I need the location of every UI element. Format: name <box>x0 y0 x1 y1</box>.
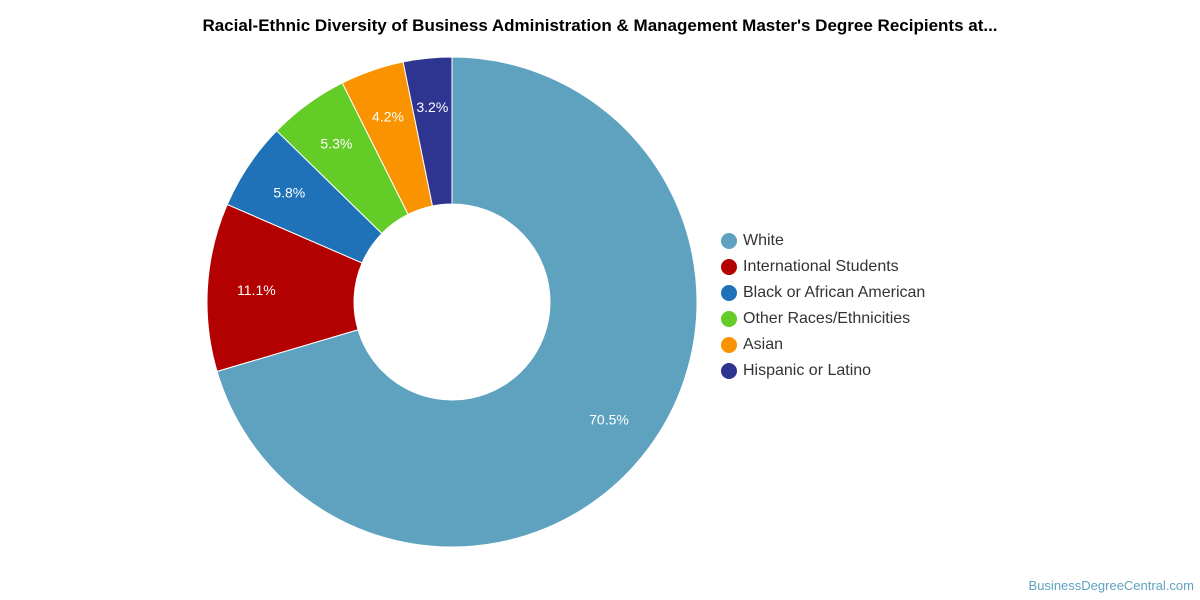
legend-swatch-1 <box>721 259 737 275</box>
legend-swatch-5 <box>721 363 737 379</box>
legend-item-1[interactable]: International Students <box>721 254 925 280</box>
slice-label-5: 3.2% <box>416 99 448 115</box>
chart-title: Racial-Ethnic Diversity of Business Admi… <box>202 16 998 35</box>
slice-label-1: 11.1% <box>237 282 276 298</box>
legend-swatch-0 <box>721 233 737 249</box>
slice-label-4: 4.2% <box>372 109 404 125</box>
legend-item-3[interactable]: Other Races/Ethnicities <box>721 306 925 332</box>
legend-item-0[interactable]: White <box>721 228 925 254</box>
legend-item-4[interactable]: Asian <box>721 332 925 358</box>
legend-item-5[interactable]: Hispanic or Latino <box>721 358 925 384</box>
slice-5[interactable] <box>402 56 453 207</box>
legend-swatch-2 <box>721 285 737 301</box>
legend-label-3: Other Races/Ethnicities <box>743 310 911 327</box>
slice-label-2: 5.8% <box>273 185 305 201</box>
legend-label-0: White <box>743 232 784 249</box>
legend-swatch-4 <box>721 337 737 353</box>
legend-label-4: Asian <box>743 336 784 353</box>
slice-label-0: 70.5% <box>589 411 629 427</box>
chart-legend: White International Students Black or Afri… <box>721 228 925 384</box>
legend-item-2[interactable]: Black or African American <box>721 280 925 306</box>
slice-label-3: 5.3% <box>320 136 352 152</box>
legend-swatch-3 <box>721 311 737 327</box>
slice-0[interactable] <box>216 56 698 548</box>
legend-label-5: Hispanic or Latino <box>743 362 872 379</box>
legend-label-2: Black or African American <box>743 284 926 301</box>
legend-label-1: International Students <box>743 258 899 275</box>
footer-credit[interactable]: BusinessDegreeCentral.com <box>1028 578 1194 593</box>
